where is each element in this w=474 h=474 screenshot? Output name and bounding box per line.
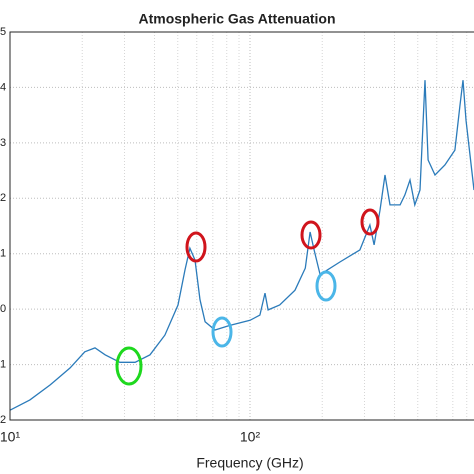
data-line: [10, 80, 474, 411]
y-tick-label: 1: [0, 248, 6, 260]
y-tick-label: 1: [0, 358, 6, 370]
chart-title: Atmospheric Gas Attenuation: [138, 11, 335, 27]
plot-area: [10, 80, 474, 411]
x-tick-label: 10¹: [0, 429, 20, 445]
circle-marker: [211, 316, 233, 348]
x-tick-label: 10²: [240, 429, 261, 445]
y-tick-label: 2: [0, 192, 6, 204]
y-tick-label: 3: [0, 137, 6, 149]
y-tick-label: 2: [0, 414, 6, 426]
y-tick-label: 5: [0, 26, 6, 38]
circle-marker: [360, 208, 380, 236]
circle-marker: [315, 270, 337, 302]
x-axis-label: Frequency (GHz): [196, 455, 303, 471]
circle-marker: [300, 220, 322, 250]
axes-box: [9, 31, 474, 421]
y-tick-label: 4: [0, 81, 6, 93]
circle-marker: [185, 231, 207, 263]
annotations: [115, 208, 380, 386]
circle-marker: [115, 346, 143, 386]
y-tick-label: 0: [0, 303, 6, 315]
